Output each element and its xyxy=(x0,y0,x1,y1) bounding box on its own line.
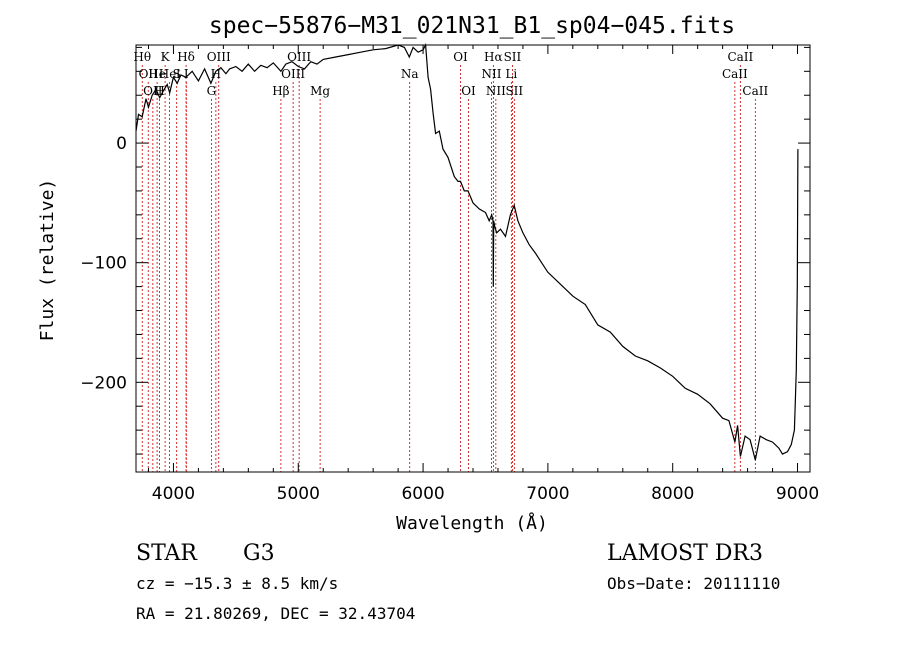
line-marker-label-4: H xyxy=(154,84,164,98)
line-marker-label-25: SII xyxy=(505,84,523,98)
object-class: STAR xyxy=(136,541,198,566)
survey-name: LAMOST DR3 xyxy=(607,541,763,566)
y-tick-label-0: 0 xyxy=(116,134,127,154)
x-tick-label-3: 7000 xyxy=(526,484,569,504)
line-marker-label-14: OIII xyxy=(281,67,305,81)
line-marker-labels: HθOIIOIIHeHKHelSHδIGHOIIIHβOIIIOIIIMgNaO… xyxy=(133,50,768,98)
line-marker-label-17: Na xyxy=(401,67,419,81)
chart-title: spec−55876−M31_021N31_B1_sp04−045.fits xyxy=(209,13,735,39)
line-marker-label-8: Hδ xyxy=(177,50,195,64)
x-tick-label-1: 5000 xyxy=(277,484,320,504)
line-marker-label-15: OIII xyxy=(287,50,311,64)
redshift-readout: cz = −15.3 ± 8.5 km/s xyxy=(136,574,338,593)
line-marker-label-18: OI xyxy=(453,50,468,64)
line-marker-label-9: I xyxy=(184,67,189,81)
y-tick-label-2: −200 xyxy=(80,373,127,393)
object-subclass: G3 xyxy=(243,541,275,566)
y-tick-label-1: −100 xyxy=(80,254,127,274)
line-marker-label-6: Hel xyxy=(159,67,181,81)
line-marker-label-12: OIII xyxy=(207,50,231,64)
line-marker-label-1: OII xyxy=(139,67,159,81)
line-marker-label-24: SII xyxy=(504,50,522,64)
x-tick-label-4: 8000 xyxy=(651,484,694,504)
line-marker-label-20: NII xyxy=(481,67,501,81)
line-marker-label-16: Mg xyxy=(310,84,330,98)
line-markers xyxy=(141,65,756,472)
x-tick-label-0: 4000 xyxy=(152,484,195,504)
line-marker-label-22: NII xyxy=(486,84,506,98)
spectrum-line xyxy=(135,42,799,461)
y-axis-label: Flux (relative) xyxy=(37,179,58,342)
line-marker-label-27: CaII xyxy=(727,50,753,64)
line-marker-label-5: K xyxy=(161,50,171,64)
line-marker-label-26: CaII xyxy=(722,67,748,81)
line-marker-label-11: H xyxy=(211,67,221,81)
ra-dec-readout: RA = 21.80269, DEC = 32.43704 xyxy=(136,604,415,623)
line-marker-label-10: G xyxy=(207,84,217,98)
x-tick-label-2: 6000 xyxy=(401,484,444,504)
line-marker-label-28: CaII xyxy=(742,84,768,98)
line-marker-label-13: Hβ xyxy=(272,84,289,98)
line-marker-label-21: Hα xyxy=(484,50,503,64)
x-tick-label-5: 9000 xyxy=(776,484,819,504)
x-axis-ticks: 4000 5000 6000 7000 8000 9000 xyxy=(147,45,819,504)
line-marker-label-23: Li xyxy=(505,67,517,81)
x-axis-label: Wavelength (Å) xyxy=(396,512,548,534)
line-marker-label-19: OI xyxy=(461,84,476,98)
y-axis-ticks: 0 −100 −200 xyxy=(80,46,810,455)
line-marker-label-0: Hθ xyxy=(133,50,151,64)
line-marker-label-7: S xyxy=(173,67,181,81)
obs-date: Obs−Date: 20111110 xyxy=(607,574,780,593)
line-marker-label-3: He xyxy=(148,67,166,81)
plot-frame xyxy=(135,44,811,473)
